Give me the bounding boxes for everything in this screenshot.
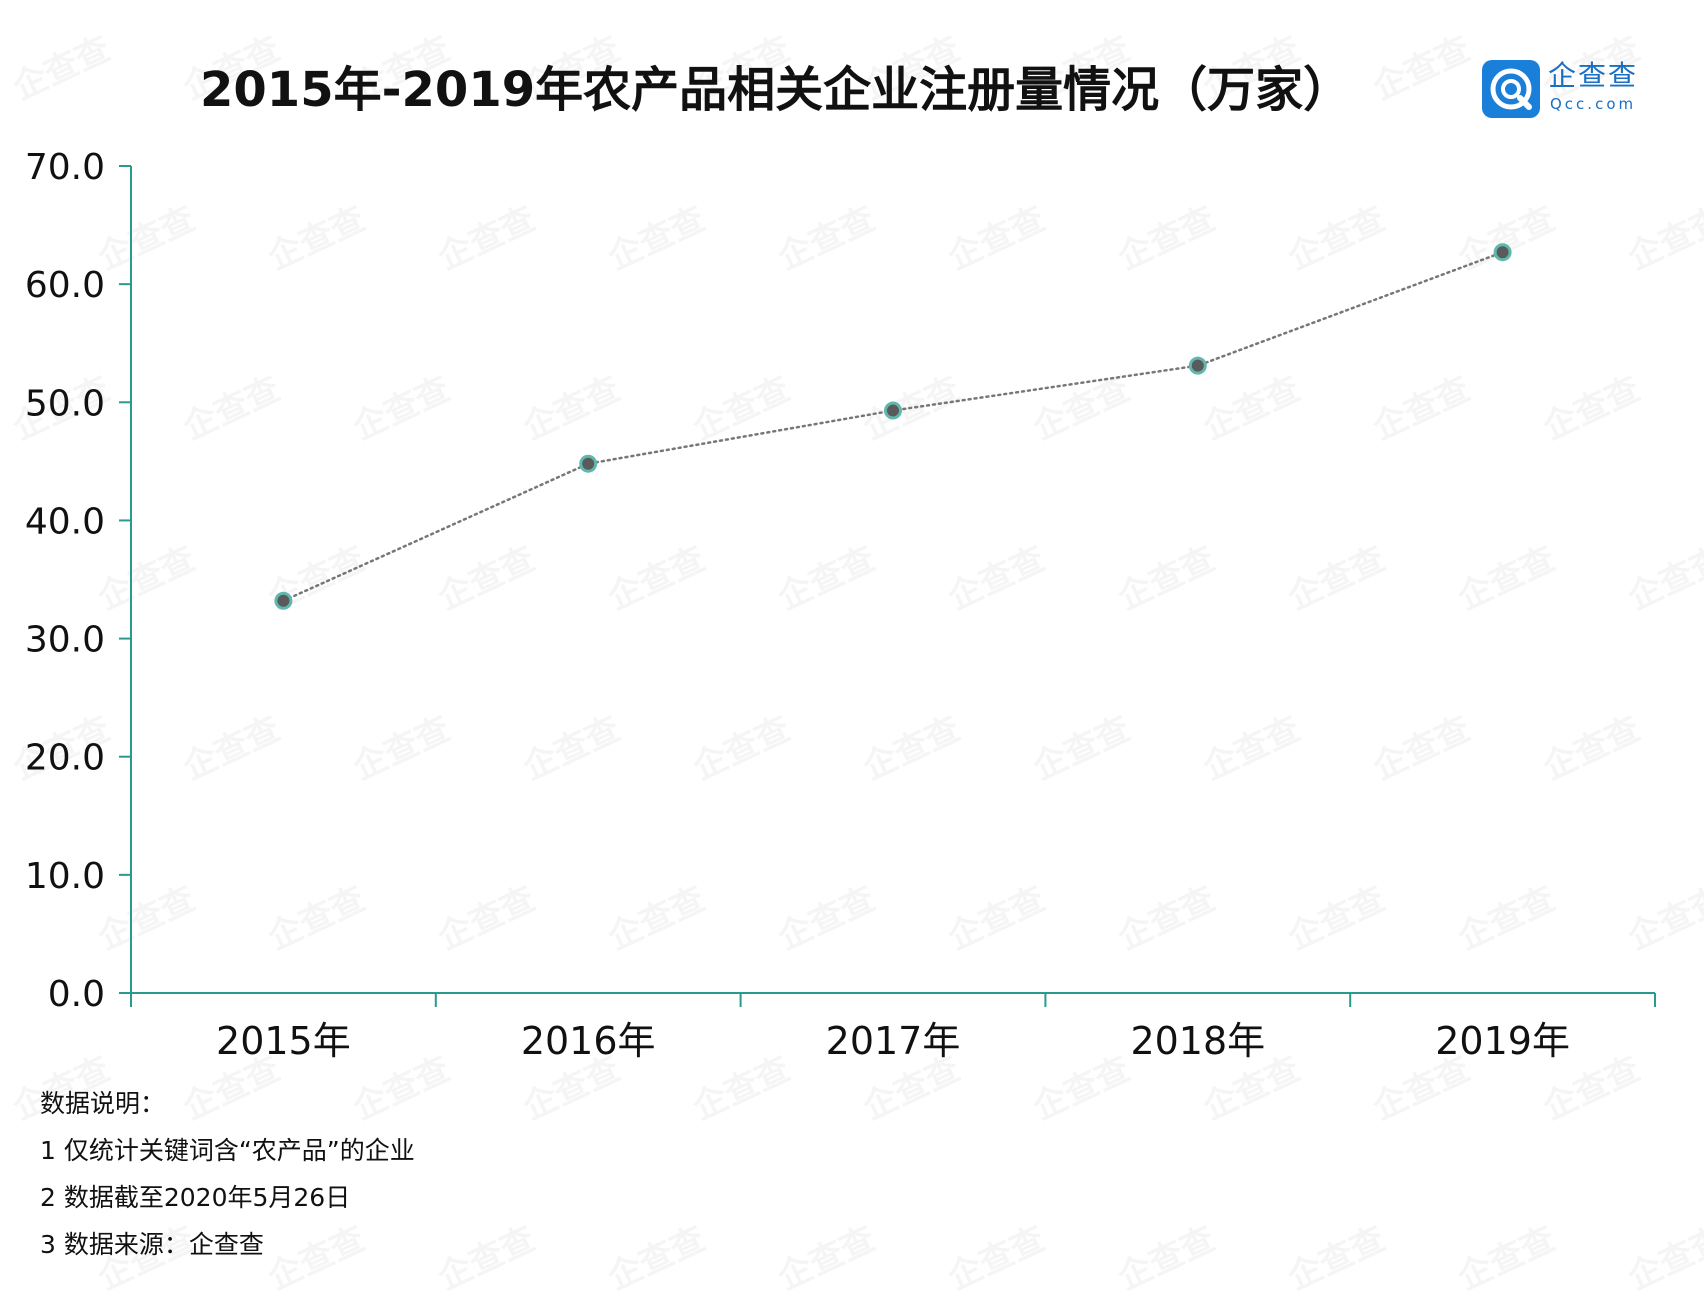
notes-heading: 数据说明：: [40, 1089, 166, 1118]
watermark-text: 企查查: [1112, 1219, 1221, 1294]
data-point: [887, 404, 899, 417]
watermark-text: 企查查: [942, 1219, 1051, 1294]
y-tick-label: 50.0: [25, 383, 105, 424]
watermark-text: 企查查: [1027, 1049, 1136, 1128]
data-point: [582, 457, 595, 470]
y-tick-label: 10.0: [25, 856, 105, 897]
y-tick-label: 40.0: [25, 501, 105, 542]
x-tick-label: 2016年: [521, 1019, 656, 1060]
watermark-text: 企查查: [602, 1219, 711, 1294]
note-item-3: 3 数据来源：企查查: [40, 1230, 264, 1259]
line-chart: 0.0 10.0 20.0 30.0 40.0 50.0 60.0 70.0 2015年 2016…: [25, 147, 1656, 1060]
watermark-text: 企查查: [1282, 1219, 1391, 1294]
y-tick-label: 20.0: [25, 738, 105, 779]
data-notes: 数据说明： 1 仅统计关键词含“农产品”的企业 2 数据截至2020年5月26日…: [40, 1080, 415, 1268]
qcc-logo-name: 企查查: [1548, 59, 1639, 92]
watermark-text: 企查查: [772, 1219, 881, 1294]
data-point: [1191, 359, 1204, 372]
x-tick-label: 2018年: [1130, 1019, 1265, 1060]
chart-title: 2015年-2019年农产品相关企业注册量情况（万家）: [200, 62, 1352, 118]
watermark-text: 企查查: [1622, 1219, 1704, 1294]
watermark-text: 企查查: [1197, 1049, 1306, 1128]
y-tick-label: 60.0: [25, 265, 105, 306]
watermark-text: 企查查: [517, 1049, 626, 1128]
note-item-1: 1 仅统计关键词含“农产品”的企业: [40, 1136, 415, 1165]
qcc-logo-url: Qcc.com: [1550, 95, 1637, 113]
watermark-text: 企查查: [1452, 1219, 1561, 1294]
data-point: [1496, 246, 1509, 259]
watermark-text: 企查查: [432, 1219, 541, 1294]
x-tick-label: 2019年: [1435, 1019, 1570, 1060]
y-tick-label: 0.0: [48, 974, 105, 1015]
qcc-logo-icon: [1482, 60, 1540, 118]
watermark-text: 企查查: [687, 1049, 796, 1128]
x-tick-label: 2017年: [826, 1019, 961, 1060]
watermark-text: 企查查: [857, 1049, 966, 1128]
series-line: [282, 250, 1504, 603]
x-tick-label: 2015年: [216, 1019, 351, 1060]
note-item-2: 2 数据截至2020年5月26日: [40, 1183, 351, 1212]
data-point: [277, 594, 290, 607]
y-tick-label: 70.0: [25, 147, 105, 188]
qcc-logo: 企查查 Qcc.com: [1482, 58, 1652, 120]
y-tick-label: 30.0: [25, 620, 105, 661]
watermark-text: 企查查: [1367, 1049, 1476, 1128]
watermark-text: 企查查: [1537, 1049, 1646, 1128]
